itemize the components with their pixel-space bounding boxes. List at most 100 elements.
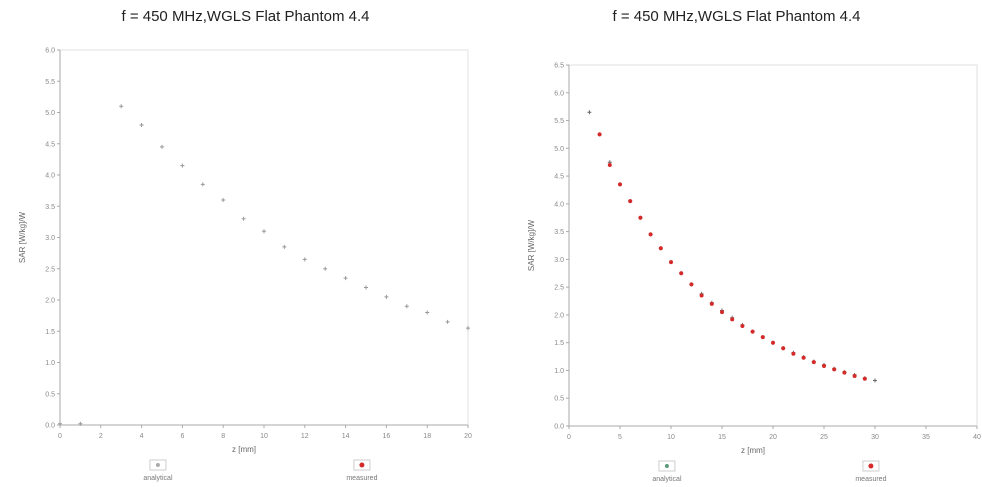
y-tick-label: 0.0 — [45, 423, 55, 430]
data-point-measured — [832, 367, 837, 372]
data-point-analytical — [180, 163, 185, 168]
data-point-measured — [760, 335, 765, 340]
data-point-analytical — [282, 244, 287, 249]
plot-frame — [568, 64, 978, 427]
y-tick-label: 6.0 — [554, 90, 564, 97]
y-tick-label: 2.0 — [554, 312, 564, 319]
data-point-measured — [618, 182, 622, 187]
y-tick-label: 3.5 — [554, 229, 564, 236]
x-axis-label: z [mm] — [741, 446, 765, 455]
legend-label: measured — [855, 476, 886, 483]
y-tick-label: 5.5 — [45, 79, 55, 86]
data-point-analytical — [160, 144, 164, 149]
y-tick-label: 1.5 — [554, 340, 564, 347]
y-tick-label: 4.5 — [554, 174, 564, 181]
x-tick-label: 12 — [301, 433, 309, 440]
data-point-analytical — [323, 266, 328, 271]
x-tick-label: 0 — [58, 433, 62, 440]
y-tick-label: 2.5 — [554, 285, 564, 292]
data-point-analytical — [343, 276, 348, 281]
y-tick-label: 0.5 — [554, 396, 564, 403]
y-axis-label: SAR [W/kg]/W — [18, 212, 27, 264]
y-tick-label: 5.5 — [554, 118, 564, 125]
data-point-analytical — [466, 326, 470, 331]
data-point-analytical — [200, 182, 205, 187]
data-point-measured — [679, 271, 684, 276]
y-tick-label: 1.5 — [45, 329, 55, 336]
data-point-measured — [740, 324, 745, 329]
legend-marker-measured — [359, 462, 365, 468]
chart-left: f = 450 MHz,WGLS Flat Phantom 4.4 0 2 4 6 8 1… — [18, 8, 472, 483]
data-point-measured — [720, 310, 724, 315]
legend-marker-analytical — [664, 464, 669, 468]
chart-left-plot: 0 2 4 6 8 10 12 14 16 18 20 0.0 0.5 1.0 1.5 2.0 2.5 3.0 3.… — [18, 48, 472, 483]
x-tick-label: 35 — [922, 434, 930, 441]
chart-right: f = 450 MHz,WGLS Flat Phantom 4.4 0 5 10 15… — [491, 0, 982, 487]
data-point-measured — [669, 260, 673, 265]
legend-swatch-box — [353, 459, 371, 471]
x-tick-label: 6 — [180, 433, 184, 440]
data-point-measured — [607, 162, 612, 167]
data-point-analytical — [302, 257, 307, 262]
data-point-analytical — [58, 421, 62, 426]
data-point-measured — [771, 340, 775, 345]
data-point-measured — [628, 199, 633, 204]
chart-title: f = 450 MHz,WGLS Flat Phantom 4.4 — [612, 8, 861, 25]
data-point-measured — [801, 355, 806, 360]
x-tick-label: 5 — [618, 434, 622, 441]
data-point-analytical — [445, 319, 450, 324]
y-tick-label: 1.0 — [554, 368, 564, 375]
x-axis-label: z [mm] — [232, 445, 256, 454]
legend-marker-measured — [868, 463, 874, 469]
data-point-measured — [781, 346, 786, 351]
x-tick-label: 16 — [383, 433, 391, 440]
data-point-analytical — [139, 123, 144, 127]
x-tick-label: 10 — [667, 434, 675, 441]
y-tick-label: 4.0 — [554, 201, 564, 208]
x-tick-label: 20 — [464, 433, 472, 440]
y-tick-label: 2.5 — [45, 266, 55, 273]
chart-right-plot: 0 5 10 15 20 25 30 35 40 0.0 0.5 1.0 1.5 2.0 2.5 3.0 3.5… — [527, 63, 981, 484]
legend-marker-analytical — [155, 463, 160, 467]
legend-label: analytical — [143, 475, 173, 482]
y-tick-label: 6.5 — [554, 63, 564, 70]
data-point-measured — [842, 370, 847, 375]
x-tick-label: 20 — [769, 434, 777, 441]
data-point-measured — [648, 232, 653, 237]
y-tick-label: 5.0 — [45, 110, 55, 117]
y-tick-label: 4.0 — [45, 173, 55, 180]
y-tick-label: 4.5 — [45, 141, 55, 148]
y-tick-label: 3.0 — [45, 235, 55, 242]
x-tick-label: 15 — [718, 434, 726, 441]
x-tick-label: 4 — [140, 433, 144, 440]
data-point-measured — [852, 374, 857, 379]
x-tick-label: 0 — [567, 434, 571, 441]
data-point-measured — [811, 360, 816, 365]
legend-swatch-box — [149, 459, 167, 471]
chart-title: f = 450 MHz,WGLS Flat Phantom 4.4 — [121, 8, 370, 25]
x-tick-label: 18 — [423, 433, 431, 440]
y-tick-label: 5.0 — [554, 146, 564, 153]
data-point-measured — [597, 132, 602, 137]
y-tick-label: 1.0 — [45, 360, 55, 367]
x-tick-label: 14 — [342, 433, 350, 440]
x-tick-label: 30 — [871, 434, 879, 441]
x-tick-label: 40 — [973, 434, 981, 441]
data-point-analytical — [587, 110, 592, 115]
data-point-measured — [689, 282, 694, 287]
y-axis-label: SAR [W/kg]/W — [527, 220, 536, 272]
data-point-analytical — [404, 304, 409, 309]
legend-label: analytical — [652, 476, 682, 483]
x-tick-label: 10 — [260, 433, 268, 440]
data-point-measured — [750, 329, 755, 334]
data-point-analytical — [221, 198, 226, 202]
data-point-analytical — [384, 294, 389, 299]
data-point-analytical — [364, 285, 368, 290]
data-point-measured — [709, 301, 714, 306]
data-point-analytical — [241, 216, 246, 221]
y-tick-label: 3.5 — [45, 204, 55, 211]
data-point-measured — [862, 376, 867, 381]
legend-label: measured — [346, 475, 377, 482]
data-point-analytical — [262, 229, 266, 234]
y-tick-label: 0.5 — [45, 391, 55, 398]
